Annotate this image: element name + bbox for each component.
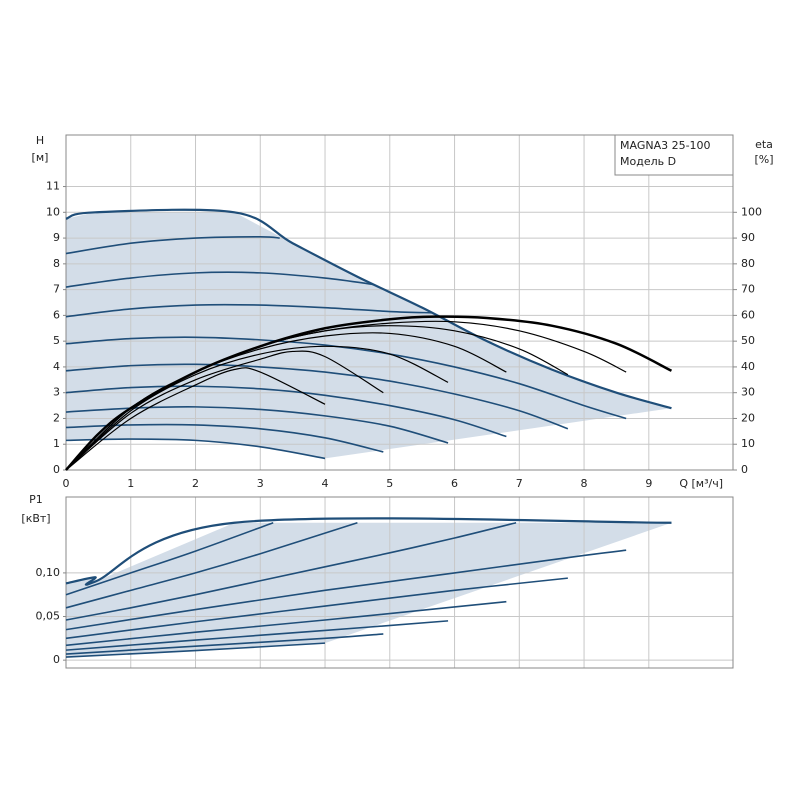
y2-tick-label: 30 [741,386,755,399]
annotation: MAGNA3 25-100 [620,139,711,152]
y-tick-label: 0,10 [36,566,61,579]
curve [65,303,432,318]
x-tick-label: 9 [645,477,652,490]
curve [65,438,326,460]
curve [65,521,358,609]
operating-range [66,522,672,658]
curve [65,336,627,420]
x-tick-label: 0 [63,477,70,490]
y2-tick-label: 100 [741,205,762,218]
y-tick-label: 6 [53,308,60,321]
y2-tick-label: 0 [741,463,748,476]
curve [65,517,672,586]
curve [65,271,374,288]
x-tick-label: 2 [192,477,199,490]
curve [65,208,672,410]
curve [65,521,274,596]
y2-tick-label: 20 [741,411,755,424]
x-tick-label: 3 [257,477,264,490]
y-tick-label: 5 [53,334,60,347]
curve [65,367,326,471]
x-tick-label: 8 [581,477,588,490]
y2-tick-label: 10 [741,437,755,450]
curve [65,332,507,471]
curve [65,600,507,647]
curve [65,577,568,640]
curve [65,620,449,651]
y-tick-label: 2 [53,411,60,424]
curve [65,345,449,471]
curve [65,423,384,453]
plot-frame [65,134,734,471]
y-tick-label: 0,05 [36,610,61,623]
y-tick-label: 4 [53,360,60,373]
x-axis-label: Q [м³/ч] [679,477,723,490]
y-tick-label: 7 [53,283,60,296]
y-tick-label: 1 [53,437,60,450]
curve [65,633,384,655]
curve [65,385,507,438]
y-axis-unit: [кВт] [21,512,50,525]
y-tick-label: 8 [53,257,60,270]
curve [65,363,569,430]
x-tick-label: 4 [322,477,329,490]
annotation: Модель D [620,155,676,168]
y2-tick-label: 70 [741,283,755,296]
curve [65,521,517,621]
y-axis-unit: [м] [32,151,49,164]
y-axis-label: H [36,134,44,147]
y-tick-label: 11 [46,180,60,193]
y2-tick-label: 60 [741,308,755,321]
y2-tick-label: 90 [741,231,755,244]
y2-axis-unit: [%] [754,153,773,166]
y2-tick-label: 80 [741,257,755,270]
y-tick-label: 10 [46,205,60,218]
y2-axis-label: eta [755,138,773,151]
curve [65,350,384,471]
y-tick-label: 0 [53,653,60,666]
curve [65,235,280,255]
y-tick-label: 0 [53,463,60,476]
y-tick-label: 9 [53,231,60,244]
x-tick-label: 7 [516,477,523,490]
y-tick-label: 3 [53,386,60,399]
y2-tick-label: 40 [741,360,755,373]
x-tick-label: 1 [127,477,134,490]
legend-box [614,134,734,176]
x-tick-label: 6 [451,477,458,490]
operating-range [66,212,672,459]
y2-tick-label: 50 [741,334,755,347]
x-tick-label: 5 [386,477,393,490]
curve [65,642,326,658]
curve [65,549,627,631]
y-axis-label: P1 [29,493,43,506]
